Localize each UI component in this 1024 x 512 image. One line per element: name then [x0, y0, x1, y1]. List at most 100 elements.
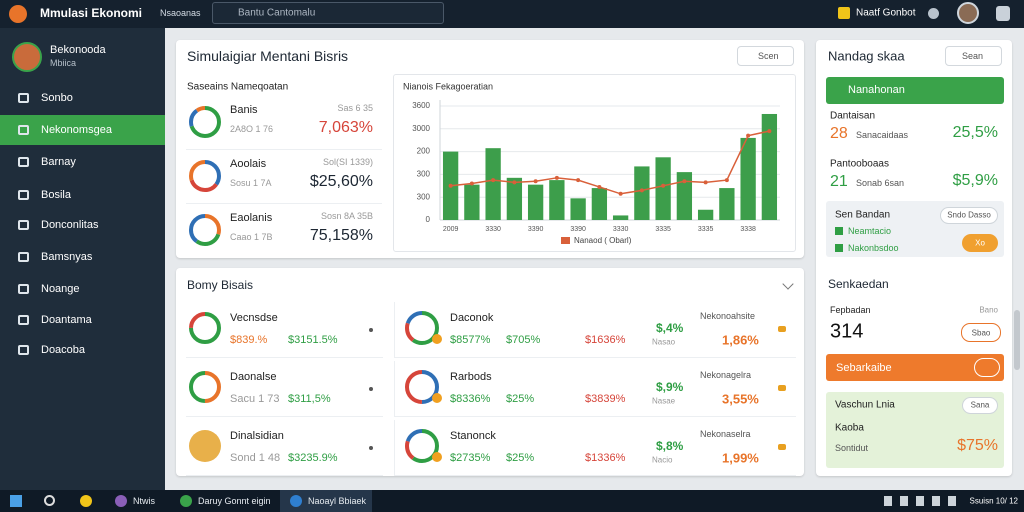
cell-value: $3151.5% — [288, 334, 338, 346]
cell-value: $25% — [506, 393, 535, 405]
x-tick-label: 3335 — [655, 226, 671, 233]
app-logo — [9, 5, 27, 23]
box-item: Nakonbsdoo — [848, 243, 899, 253]
button-label: Sbao — [971, 328, 991, 338]
cell-icon — [778, 326, 786, 332]
row-note: Sas 6 35 — [337, 103, 373, 113]
menu-item[interactable]: Bamsnyas — [41, 251, 93, 263]
menu-item[interactable]: Donconlitas — [41, 219, 99, 231]
line-point — [703, 180, 708, 185]
panel-title: Bomy Bisais — [187, 278, 254, 292]
cell-sub: Nasao — [652, 337, 676, 347]
line-point — [618, 191, 623, 196]
cell-value: $,8% — [656, 439, 684, 453]
x-tick-label: 3330 — [613, 226, 629, 233]
nav-link[interactable]: Nsaoanas — [160, 8, 201, 18]
menu-item[interactable]: Noange — [41, 283, 80, 295]
cell-value: $1336% — [585, 452, 626, 464]
box-sub: Sontidut — [835, 443, 869, 453]
sidebar-avatar — [12, 42, 42, 72]
ring-segment — [189, 106, 221, 138]
box-icon — [835, 227, 843, 235]
taskbar-item[interactable]: Naoayl Bbiaek — [308, 496, 367, 506]
ring-segment — [405, 311, 439, 345]
taskbar — [0, 490, 1024, 512]
section-label: Fepbadan — [830, 305, 871, 315]
cell-value: $2735% — [450, 452, 491, 464]
cell-dot — [369, 446, 373, 450]
more-icon[interactable] — [996, 6, 1010, 21]
line — [450, 130, 770, 195]
panel-title: Simulaigiar Mentani Bisris — [187, 48, 349, 64]
cell-dot — [369, 328, 373, 332]
cell-value: Sacu 1 73 — [230, 393, 280, 405]
row-label: Eaolanis — [230, 212, 273, 224]
bar — [676, 172, 693, 220]
ring-segment — [189, 214, 221, 246]
taskbar-item[interactable]: Daruy Gonnt eigin — [198, 496, 271, 506]
x-tick-label: 2009 — [443, 226, 459, 233]
menu-item[interactable]: Nekonomsgea — [41, 124, 112, 136]
line-point — [767, 129, 772, 134]
box-item: Neamtacio — [848, 226, 892, 236]
stat-number: 21 — [830, 173, 848, 190]
bar — [570, 198, 586, 220]
taskbar-app-icon — [180, 495, 192, 507]
bar — [506, 177, 523, 220]
scen-button[interactable] — [737, 46, 794, 66]
sean-button[interactable] — [945, 46, 1002, 66]
bar — [697, 209, 714, 220]
ring-segment — [405, 429, 439, 463]
notification-icon — [838, 7, 850, 19]
taskbar-item[interactable]: Ntwis — [133, 496, 155, 506]
cell-border — [186, 361, 383, 417]
cell-value: $3235.9% — [288, 452, 338, 464]
menu-item[interactable]: Doantama — [41, 314, 92, 326]
menu-item[interactable]: Bosila — [41, 189, 71, 201]
row-note: Sol(SI 1339) — [322, 157, 373, 167]
line-point — [448, 183, 453, 188]
ring-segment — [189, 106, 221, 138]
start-icon[interactable] — [10, 495, 22, 507]
cell-label: Daconok — [450, 312, 494, 324]
cell-badge — [432, 334, 442, 344]
cell-value: $8577% — [450, 334, 491, 346]
bar — [612, 215, 629, 220]
search-box[interactable] — [212, 2, 444, 24]
cell-ring — [405, 370, 439, 404]
cell-ring — [405, 429, 439, 463]
cell-border — [186, 302, 383, 358]
stat-label: Dantaisan — [830, 110, 876, 122]
menu-item[interactable]: Doacoba — [41, 344, 86, 356]
user-avatar[interactable] — [957, 2, 979, 24]
badge-label: Xo — [975, 238, 985, 248]
row-value: $25,60% — [309, 173, 373, 190]
line-point — [469, 181, 474, 186]
x-tick-label: 3390 — [528, 226, 544, 233]
cell-label: Rarbods — [450, 371, 492, 383]
x-tick-label: 3330 — [485, 226, 501, 233]
cell-ring — [189, 371, 221, 403]
box-icon — [835, 244, 843, 252]
taskbar-app-icon — [290, 495, 302, 507]
outline-button[interactable] — [961, 323, 1001, 342]
summary-ring — [189, 160, 221, 192]
line-point — [533, 179, 538, 184]
y-tick-label: 200 — [417, 147, 431, 156]
menu-icon — [18, 93, 29, 103]
line-point — [576, 178, 581, 183]
bar — [740, 137, 756, 220]
primary-button[interactable] — [826, 77, 1004, 104]
row-sub: Caao 1 7B — [230, 232, 273, 242]
search-icon[interactable] — [44, 495, 55, 506]
menu-item[interactable]: Barnay — [41, 156, 76, 168]
x-tick-label: 3338 — [740, 226, 756, 233]
menu-item[interactable]: Sonbo — [41, 92, 73, 104]
line-point — [661, 183, 666, 188]
bar — [549, 180, 565, 220]
settings-icon[interactable] — [928, 8, 939, 19]
menu-icon — [18, 252, 29, 262]
chart-title: Nianois Fekagoeratian — [403, 81, 493, 91]
pill — [940, 207, 998, 224]
app-icon[interactable] — [80, 495, 92, 507]
